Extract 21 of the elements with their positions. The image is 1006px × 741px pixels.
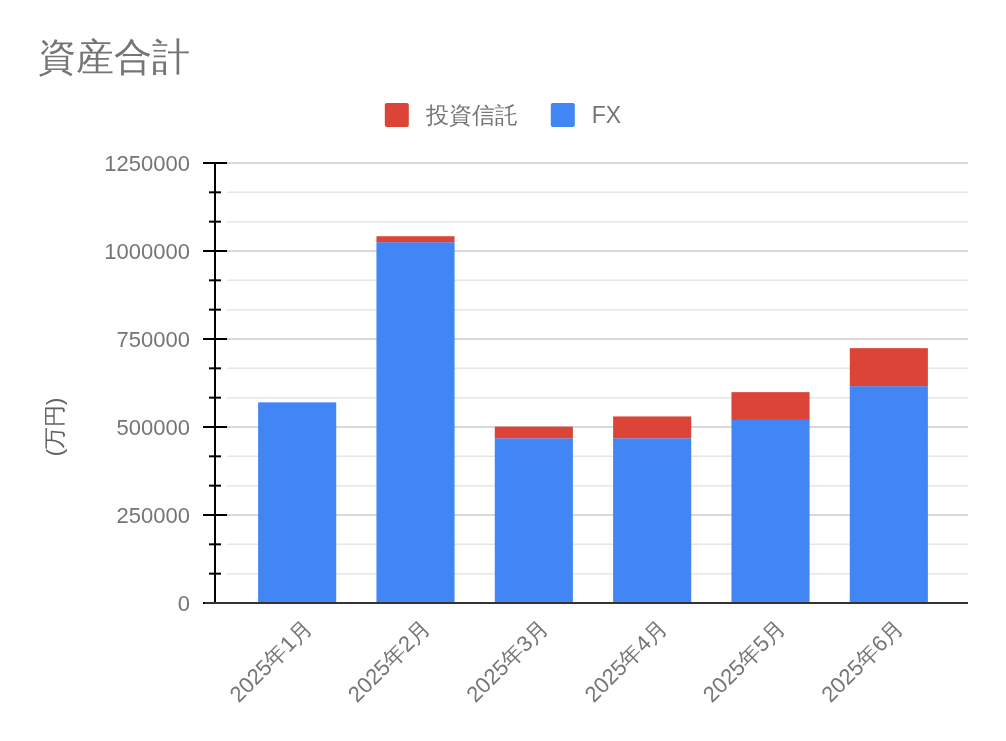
legend-label: 投資信託 xyxy=(424,102,518,128)
bar xyxy=(258,402,337,603)
y-axis-title: (万円) xyxy=(42,397,67,457)
legend-label: FX xyxy=(591,102,622,128)
bar xyxy=(376,242,455,603)
y-tick-label: 250000 xyxy=(116,503,190,528)
bar xyxy=(849,386,928,603)
bar xyxy=(494,438,573,603)
y-tick-label: 500000 xyxy=(116,415,190,440)
bar xyxy=(849,348,928,387)
y-tick-label: 1000000 xyxy=(104,239,190,264)
bar xyxy=(376,236,455,243)
bar xyxy=(731,392,810,420)
y-tick-label: 750000 xyxy=(116,327,190,352)
chart-title: 資産合計 xyxy=(38,36,190,78)
y-tick-label: 0 xyxy=(177,591,190,616)
bar xyxy=(731,419,810,603)
bar xyxy=(613,416,692,439)
bar xyxy=(494,426,573,439)
bar xyxy=(613,438,692,603)
y-tick-label: 1250000 xyxy=(104,151,190,176)
